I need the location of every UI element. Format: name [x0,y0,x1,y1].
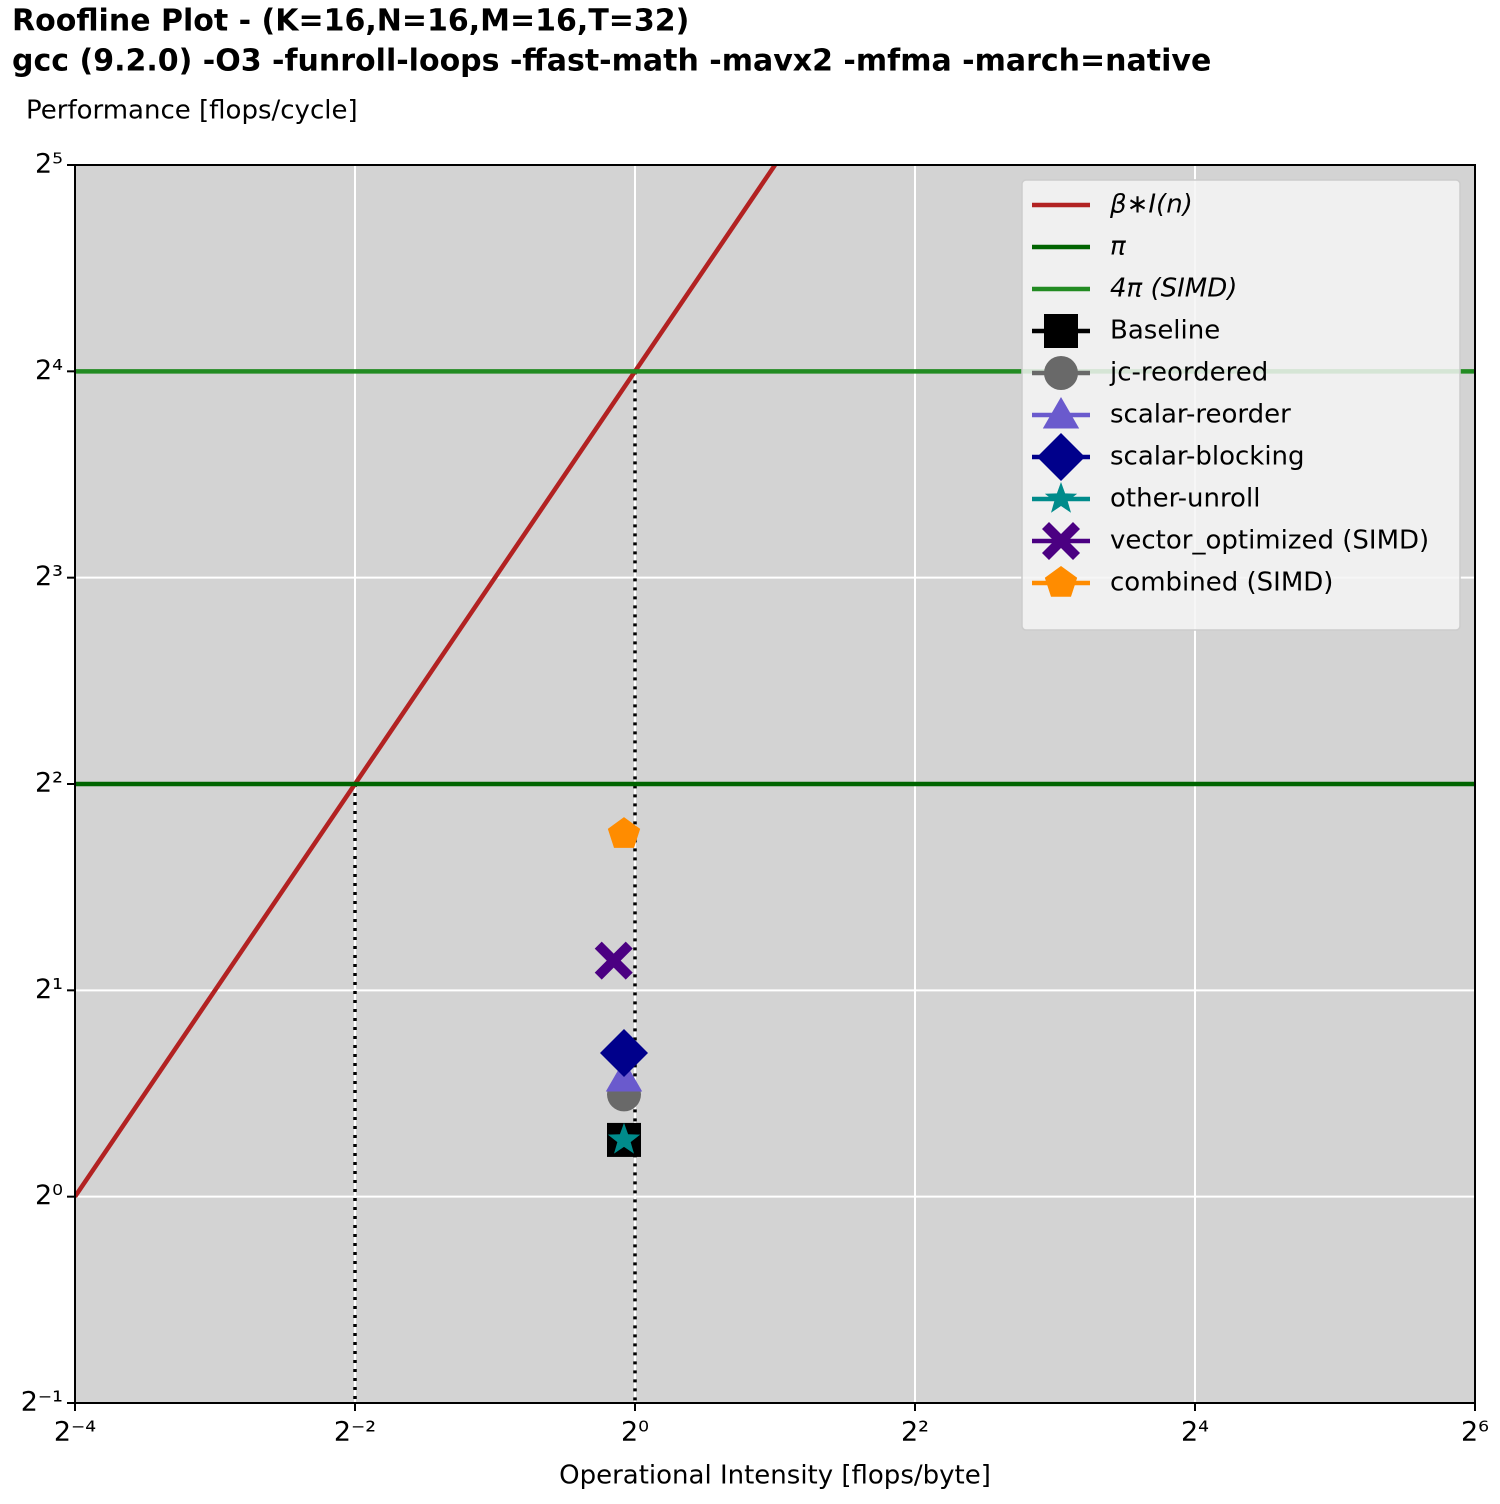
legend-label: β∗I(n) [1109,190,1193,220]
y-axis-label: Performance [flops/cycle] [26,96,358,126]
marker-diamond [600,1029,648,1078]
legend-box [1021,179,1461,631]
legend-label: π [1110,232,1126,262]
chart-title: Roofline Plot - (K=16,N=16,M=16,T=32) [12,4,689,39]
y-tick-label: 2⁵ [35,149,63,180]
marker-diamond [1037,433,1085,481]
marker-square [1044,314,1078,348]
legend-label: scalar-reorder [1110,400,1291,430]
y-tick-label: 2³ [35,561,63,592]
x-tick-label: 2⁰ [621,1417,649,1448]
x-tick-label: 2⁻⁴ [54,1417,96,1448]
marker-pentagon [1044,566,1078,597]
marker-triangle [1042,397,1080,429]
marker-x [594,941,633,980]
marker-circle [1044,356,1078,390]
legend-label: 4π (SIMD) [1110,274,1237,304]
x-tick-label: 2² [901,1417,929,1448]
y-tick-label: 2⁴ [35,355,63,386]
legend-label: combined (SIMD) [1110,568,1333,598]
legend-label: vector_optimized (SIMD) [1110,526,1429,556]
y-tick-label: 2⁻¹ [21,1387,63,1418]
legend-label: Baseline [1110,316,1220,346]
y-tick-label: 2¹ [35,974,63,1005]
legend-label: other-unroll [1110,484,1260,514]
marker-star [607,1122,641,1154]
roof-line [75,165,777,1198]
plot-area [75,165,1475,1403]
marker-star [1044,482,1078,513]
legend-label: jc-reordered [1109,358,1268,388]
y-tick-label: 2² [35,768,63,799]
legend-label: scalar-blocking [1110,442,1305,472]
marker-x [1042,522,1080,560]
x-tick-label: 2⁶ [1461,1417,1489,1448]
chart-subtitle: gcc (9.2.0) -O3 -funroll-loops -ffast-ma… [12,44,1211,79]
x-tick-label: 2⁴ [1181,1417,1209,1448]
marker-pentagon [607,817,641,848]
plot-frame [74,164,1476,1404]
y-tick-label: 2⁰ [35,1180,63,1211]
x-tick-label: 2⁻² [334,1417,376,1448]
x-axis-label: Operational Intensity [flops/byte] [559,1461,991,1491]
